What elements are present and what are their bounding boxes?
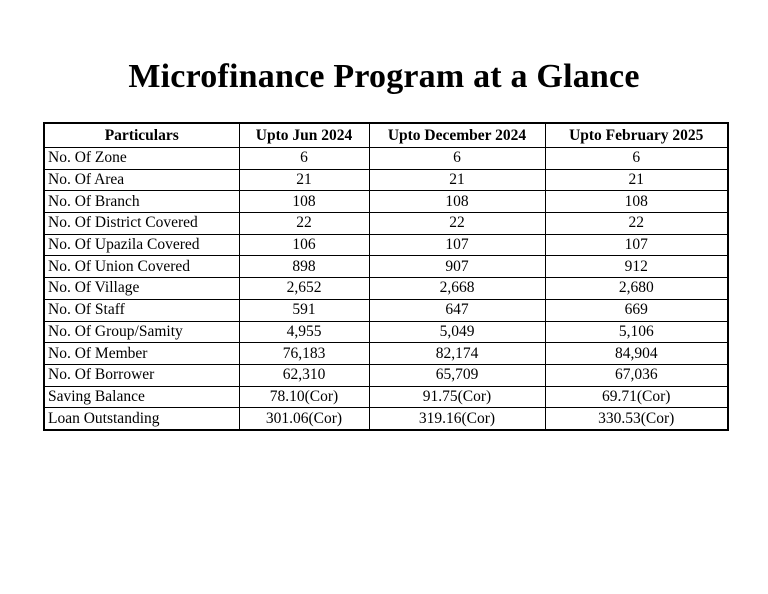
row-label: Saving Balance (43, 385, 240, 409)
cell-value: 912 (544, 255, 729, 279)
cell-value: 106 (238, 233, 370, 257)
cell-value: 108 (544, 190, 729, 214)
cell-value: 62,310 (238, 363, 370, 387)
cell-value: 6 (238, 147, 370, 170)
cell-value: 2,652 (238, 277, 370, 300)
cell-value: 82,174 (368, 342, 546, 365)
row-label: No. Of Upazila Covered (43, 233, 240, 257)
cell-value: 21 (368, 168, 546, 192)
cell-value: 76,183 (238, 342, 370, 365)
cell-value: 107 (544, 233, 729, 257)
table-row: Loan Outstanding 301.06(Cor) 319.16(Cor)… (43, 407, 729, 431)
table-row: No. Of Upazila Covered 106 107 107 (43, 233, 729, 257)
cell-value: 647 (368, 298, 546, 322)
cell-value: 4,955 (238, 320, 370, 344)
row-label: Loan Outstanding (43, 407, 240, 431)
cell-value: 22 (238, 212, 370, 235)
header-row: Particulars Upto Jun 2024 Upto December … (43, 122, 729, 148)
table-row: No. Of Union Covered 898 907 912 (43, 255, 729, 279)
cell-value: 5,106 (544, 320, 729, 344)
cell-value: 898 (238, 255, 370, 279)
cell-value: 108 (368, 190, 546, 214)
table-row: No. Of Borrower 62,310 65,709 67,036 (43, 363, 729, 387)
cell-value: 107 (368, 233, 546, 257)
cell-value: 108 (238, 190, 370, 214)
row-label: No. Of District Covered (43, 212, 240, 235)
cell-value: 67,036 (544, 363, 729, 387)
cell-value: 22 (368, 212, 546, 235)
row-label: No. Of Borrower (43, 363, 240, 387)
cell-value: 6 (544, 147, 729, 170)
table-row: No. Of Staff 591 647 669 (43, 298, 729, 322)
page-title: Microfinance Program at a Glance (128, 58, 640, 95)
cell-value: 84,904 (544, 342, 729, 365)
column-header-particulars: Particulars (43, 122, 240, 148)
cell-value: 907 (368, 255, 546, 279)
cell-value: 591 (238, 298, 370, 322)
column-header-upto-february-2025: Upto February 2025 (544, 122, 729, 148)
table-row: No. Of District Covered 22 22 22 (43, 212, 729, 235)
column-header-upto-december-2024: Upto December 2024 (368, 122, 546, 148)
cell-value: 78.10(Cor) (238, 385, 370, 409)
cell-value: 91.75(Cor) (368, 385, 546, 409)
row-label: No. Of Village (43, 277, 240, 300)
table-row: No. Of Branch 108 108 108 (43, 190, 729, 214)
cell-value: 669 (544, 298, 729, 322)
table-row: No. Of Member 76,183 82,174 84,904 (43, 342, 729, 365)
table-row: Saving Balance 78.10(Cor) 91.75(Cor) 69.… (43, 385, 729, 409)
cell-value: 319.16(Cor) (368, 407, 546, 431)
cell-value: 21 (544, 168, 729, 192)
column-header-upto-jun-2024: Upto Jun 2024 (238, 122, 370, 148)
cell-value: 69.71(Cor) (544, 385, 729, 409)
table-row: No. Of Group/Samity 4,955 5,049 5,106 (43, 320, 729, 344)
microfinance-summary-table: Particulars Upto Jun 2024 Upto December … (43, 122, 729, 431)
cell-value: 2,680 (544, 277, 729, 300)
row-label: No. Of Union Covered (43, 255, 240, 279)
cell-value: 22 (544, 212, 729, 235)
cell-value: 5,049 (368, 320, 546, 344)
row-label: No. Of Zone (43, 147, 240, 170)
cell-value: 21 (238, 168, 370, 192)
cell-value: 6 (368, 147, 546, 170)
cell-value: 65,709 (368, 363, 546, 387)
table-row: No. Of Area 21 21 21 (43, 168, 729, 192)
cell-value: 301.06(Cor) (238, 407, 370, 431)
cell-value: 330.53(Cor) (544, 407, 729, 431)
row-label: No. Of Member (43, 342, 240, 365)
row-label: No. Of Area (43, 168, 240, 192)
row-label: No. Of Staff (43, 298, 240, 322)
cell-value: 2,668 (368, 277, 546, 300)
row-label: No. Of Group/Samity (43, 320, 240, 344)
row-label: No. Of Branch (43, 190, 240, 214)
table-row: No. Of Zone 6 6 6 (43, 147, 729, 170)
table-row: No. Of Village 2,652 2,668 2,680 (43, 277, 729, 300)
